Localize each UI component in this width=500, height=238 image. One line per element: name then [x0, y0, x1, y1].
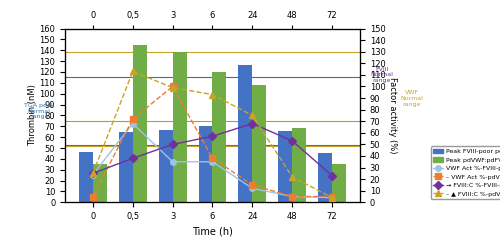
- Legend: Peak FVIII-poor pdVWF (PPP), Peak pdVWF:pdFVIII  (PPP), VWF Act %-FVIII-poor pdV: Peak FVIII-poor pdVWF (PPP), Peak pdVWF:…: [430, 146, 500, 199]
- Bar: [318, 154, 332, 202]
- Bar: [252, 85, 266, 202]
- Text: FVIII
Normal
range: FVIII Normal range: [370, 67, 394, 83]
- Text: TGA peak
Normal
range: TGA peak Normal range: [24, 103, 54, 119]
- Bar: [119, 132, 133, 202]
- X-axis label: Time (h): Time (h): [192, 227, 233, 237]
- Bar: [172, 52, 186, 202]
- Bar: [238, 65, 252, 202]
- Bar: [292, 129, 306, 202]
- Bar: [212, 72, 226, 202]
- Bar: [133, 45, 146, 202]
- Text: VWF
Normal
range: VWF Normal range: [400, 90, 423, 107]
- Bar: [158, 129, 172, 202]
- Bar: [278, 131, 292, 202]
- Y-axis label: Factor activity (%): Factor activity (%): [388, 77, 398, 154]
- Bar: [332, 164, 346, 202]
- Bar: [198, 126, 212, 202]
- Bar: [79, 152, 93, 202]
- Y-axis label: Thrombin (nM): Thrombin (nM): [28, 84, 36, 146]
- Bar: [93, 164, 107, 202]
